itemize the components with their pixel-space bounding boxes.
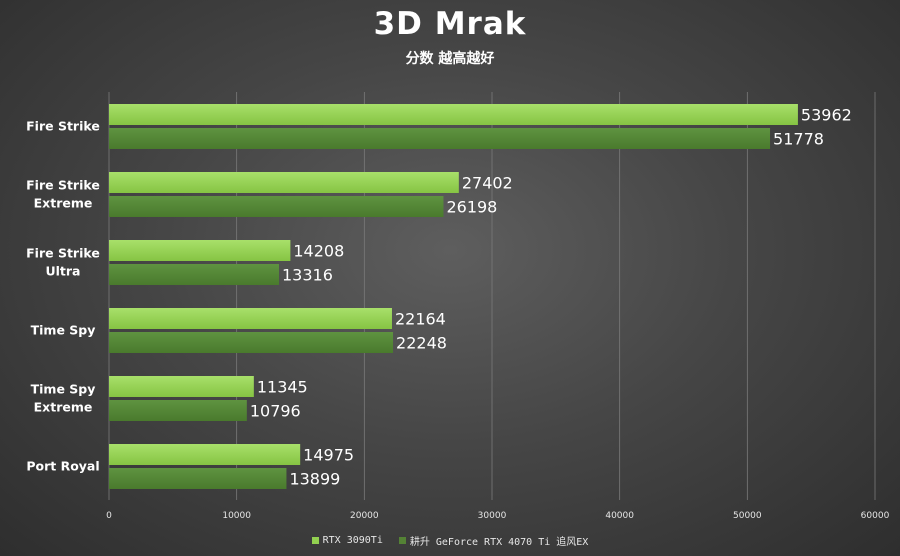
category-label: Extreme: [34, 196, 93, 211]
x-tick-label: 60000: [861, 511, 890, 521]
bar: [109, 196, 444, 217]
legend-label-series-1: RTX 3090Ti: [322, 535, 383, 546]
bar: [109, 264, 280, 285]
data-label: 14208: [293, 242, 344, 261]
category-label: Time Spy: [31, 323, 96, 338]
bar: [109, 376, 254, 397]
data-label: 10796: [250, 402, 301, 421]
bar: [109, 128, 771, 149]
bar: [109, 468, 287, 489]
category-label: Ultra: [45, 264, 80, 279]
category-label: Time Spy: [31, 382, 96, 397]
data-label: 53962: [801, 106, 852, 125]
legend-swatch-series-2: [398, 537, 406, 544]
bars: [109, 104, 798, 489]
bar: [109, 400, 247, 421]
legend-swatch-series-1: [311, 537, 319, 544]
x-tick-label: 20000: [350, 511, 379, 521]
bar: [109, 444, 301, 465]
data-label: 22164: [395, 310, 446, 329]
data-label: 13899: [289, 470, 340, 489]
legend-item-series-1: RTX 3090Ti: [311, 533, 383, 548]
data-label: 26198: [446, 198, 497, 217]
data-label: 14975: [303, 446, 354, 465]
category-label: Port Royal: [26, 459, 99, 474]
category-label: Fire Strike: [26, 119, 100, 134]
data-label: 51778: [773, 130, 824, 149]
bar: [109, 172, 459, 193]
x-tick-label: 0: [106, 511, 112, 521]
category-label: Fire Strike: [26, 246, 100, 261]
bar: [109, 308, 392, 329]
x-tick-label: 10000: [222, 511, 251, 521]
category-label: Extreme: [34, 400, 93, 415]
data-label: 13316: [282, 266, 333, 285]
bar: [109, 104, 798, 125]
x-tick-label: 50000: [733, 511, 762, 521]
x-tick-label: 40000: [605, 511, 634, 521]
chart-title: 3D Mrak: [373, 6, 527, 42]
data-label: 22248: [396, 334, 447, 353]
category-label: Fire Strike: [26, 178, 100, 193]
bar: [109, 332, 394, 353]
legend-item-series-2: 耕升 GeForce RTX 4070 Ti 追风EX: [398, 533, 589, 548]
data-label: 11345: [257, 378, 308, 397]
chart-subtitle: 分数 越高越好: [405, 51, 495, 67]
x-tick-label: 30000: [478, 511, 507, 521]
labels: 0 10000 20000 30000 40000 50000 60000 53962 5177…: [26, 106, 889, 522]
gridlines: [108, 92, 876, 500]
legend: RTX 3090Ti 耕升 GeForce RTX 4070 Ti 追风EX: [0, 533, 900, 548]
bar: [109, 240, 291, 261]
legend-label-series-2: 耕升 GeForce RTX 4070 Ti 追风EX: [409, 537, 589, 548]
data-label: 27402: [462, 174, 513, 193]
